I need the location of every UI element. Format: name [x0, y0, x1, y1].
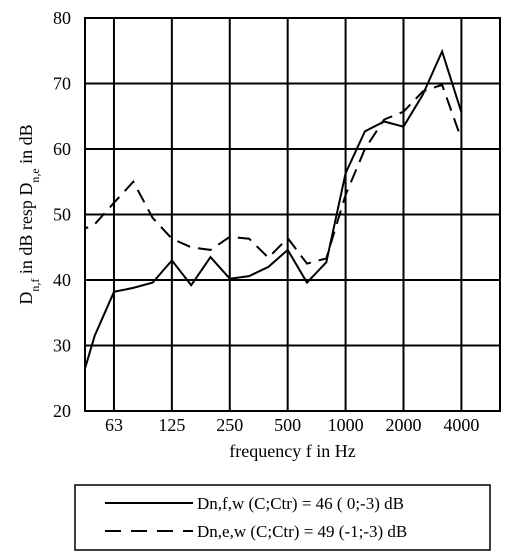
y-tick-label: 30 — [53, 336, 71, 356]
x-tick-label: 4000 — [443, 415, 479, 435]
y-tick-labels: 20 30 40 50 60 70 80 — [53, 8, 71, 421]
x-tick-labels: 63 125 250 500 1000 2000 4000 — [105, 415, 479, 435]
legend-entry-1: Dn,f,w (C;Ctr) = 46 ( 0;-3) dB — [197, 494, 404, 513]
grid — [85, 17, 500, 412]
plot-frame — [84, 17, 501, 412]
x-tick-label: 63 — [105, 415, 123, 435]
x-tick-label: 2000 — [385, 415, 421, 435]
x-axis-label: frequency f in Hz — [229, 441, 355, 461]
series-lines — [85, 48, 463, 372]
y-tick-label: 20 — [53, 401, 71, 421]
y-tick-label: 70 — [53, 74, 71, 94]
y-tick-label: 50 — [53, 205, 71, 225]
legend: Dn,f,w (C;Ctr) = 46 ( 0;-3) dB Dn,e,w (C;… — [74, 484, 491, 551]
legend-entry-2: Dn,e,w (C;Ctr) = 49 (-1;-3) dB — [197, 522, 407, 541]
x-tick-label: 1000 — [328, 415, 364, 435]
x-tick-label: 250 — [216, 415, 243, 435]
y-tick-label: 40 — [53, 270, 71, 290]
legend-box — [74, 484, 491, 551]
x-tick-label: 500 — [274, 415, 301, 435]
x-tick-label: 125 — [158, 415, 185, 435]
y-tick-label: 80 — [53, 8, 71, 28]
series-line-1 — [85, 48, 463, 372]
y-axis-label: Dn,f in dB resp Dn,e in dB — [16, 124, 42, 304]
y-tick-label: 60 — [53, 139, 71, 159]
series-line-2 — [85, 83, 463, 265]
